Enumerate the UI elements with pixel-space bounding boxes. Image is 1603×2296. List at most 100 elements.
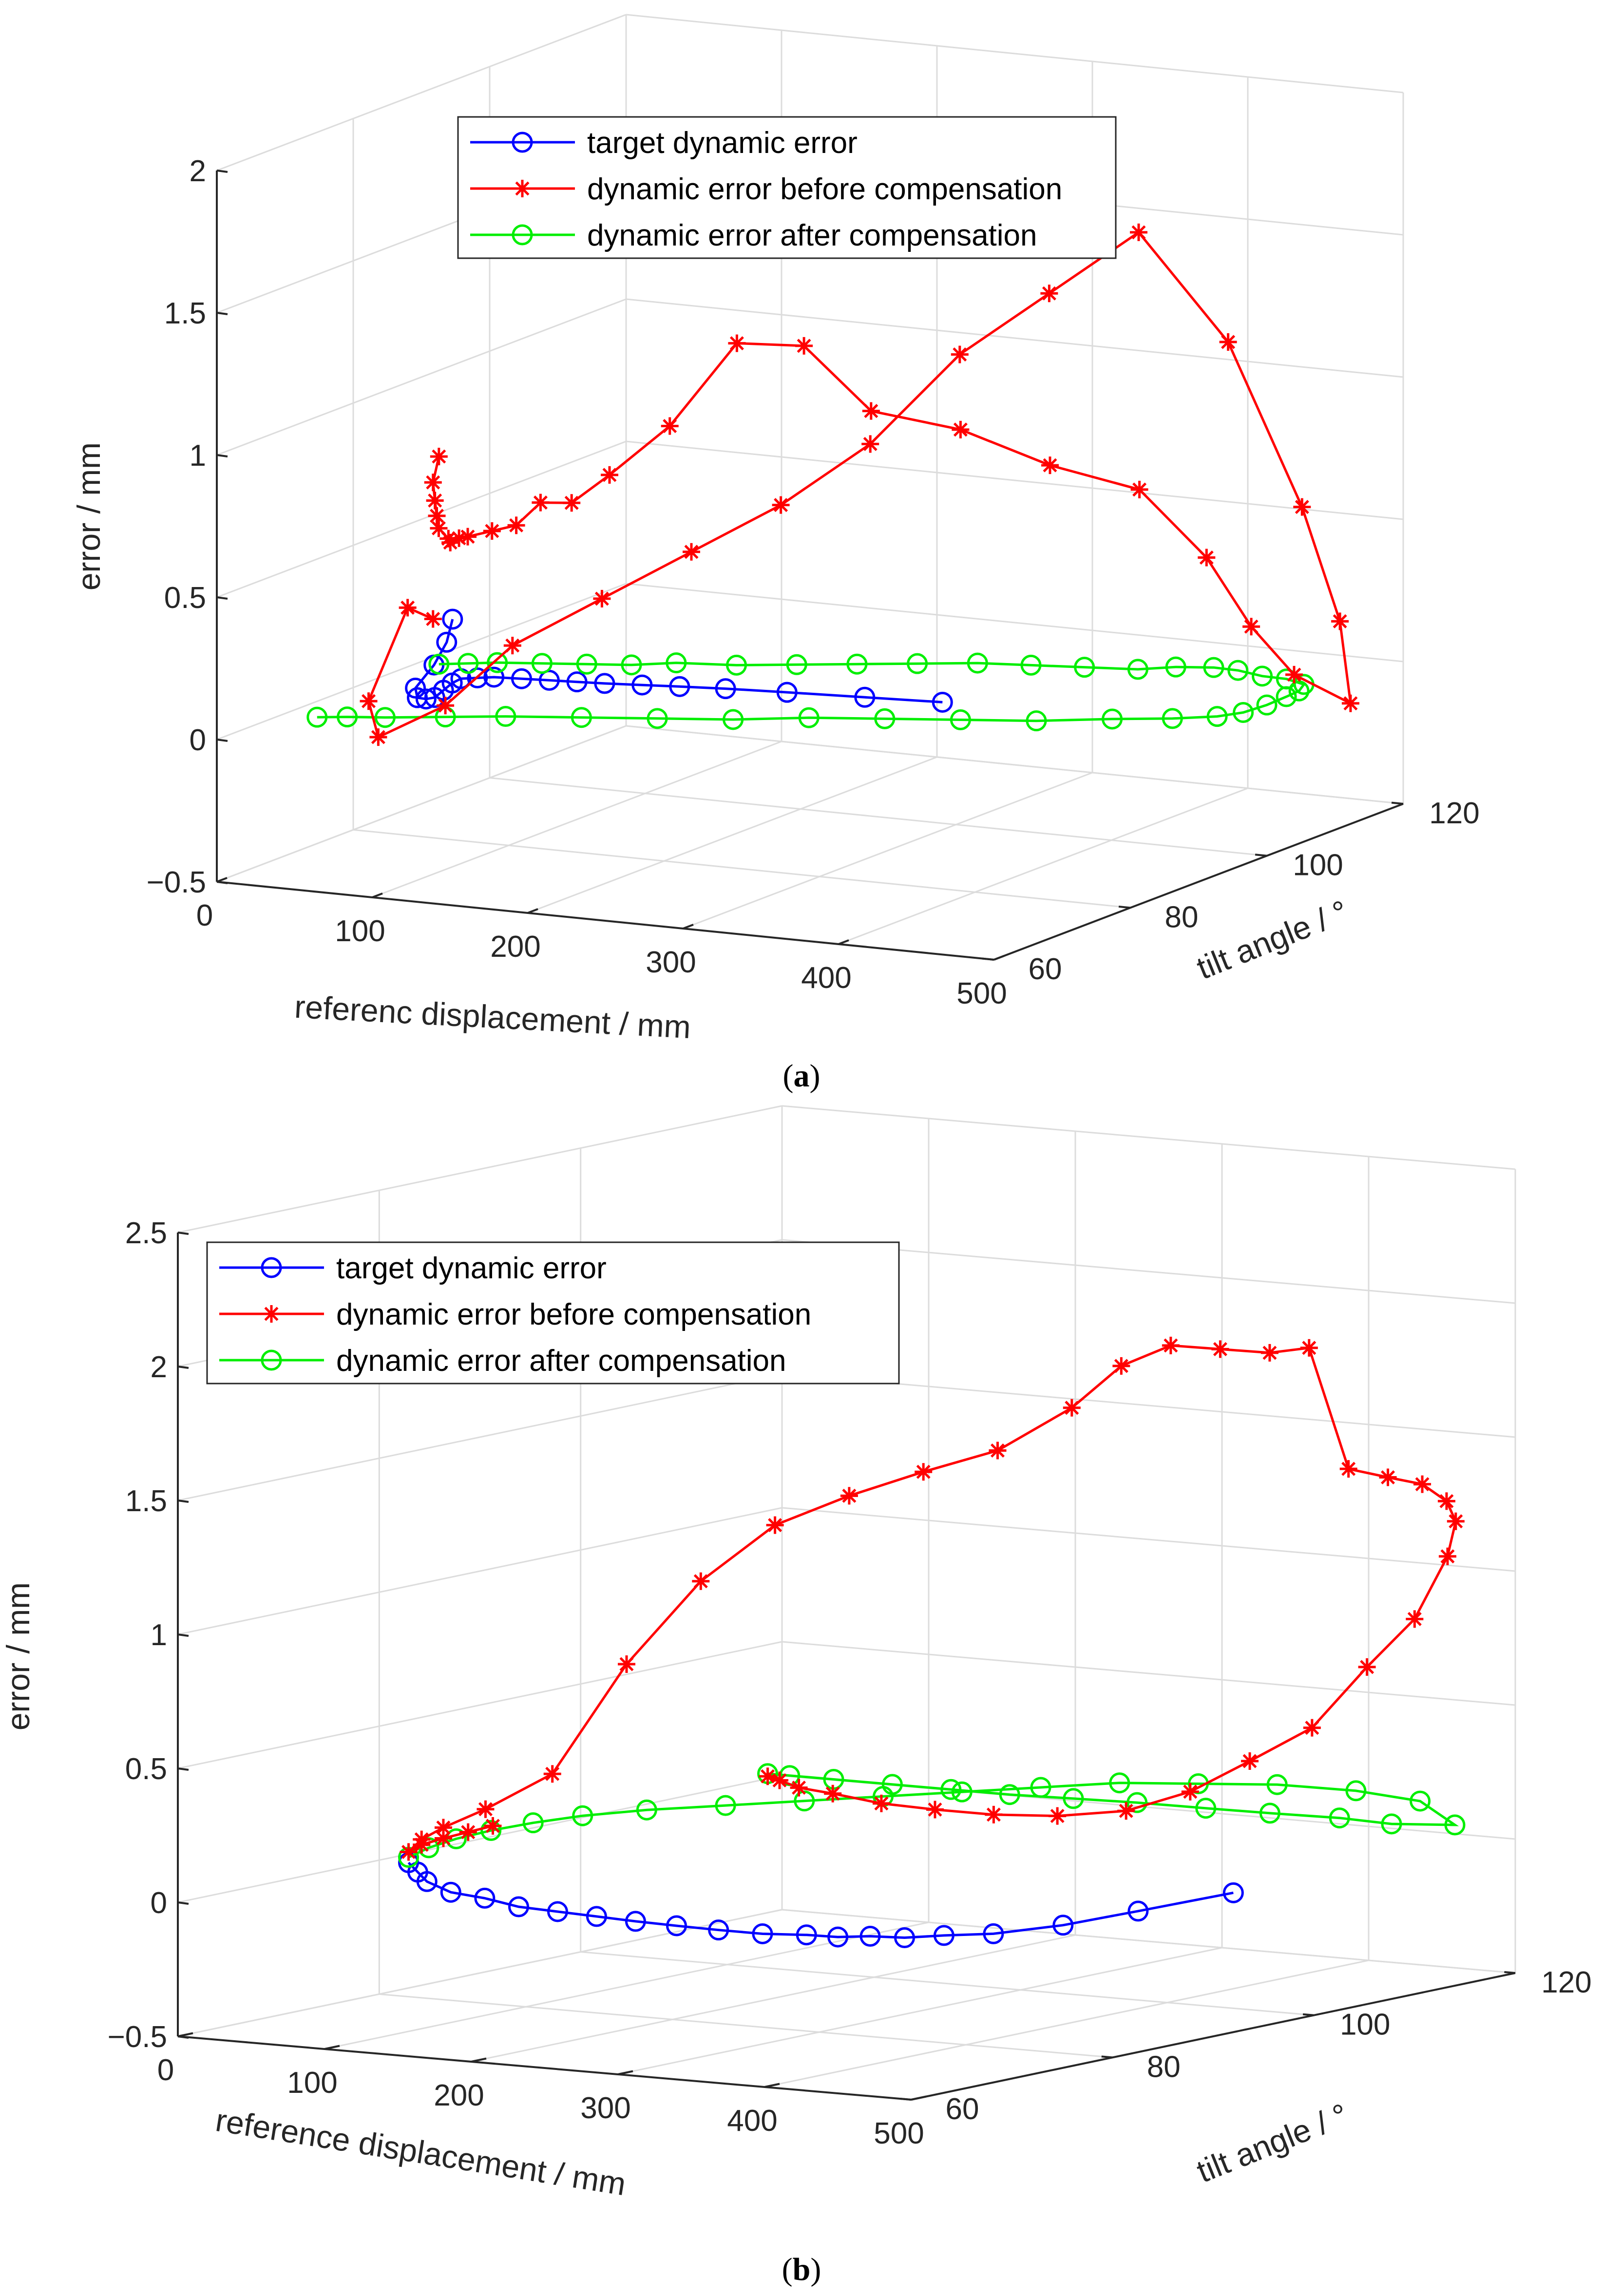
data-point-star	[430, 519, 448, 537]
data-point-star	[951, 345, 969, 363]
data-point-circle	[522, 1812, 544, 1834]
data-point-star	[413, 1830, 431, 1848]
z-tick-label: 0.5	[164, 581, 206, 615]
data-point-circle	[983, 1923, 1004, 1944]
data-point-star	[601, 466, 618, 484]
data-point-star	[1162, 1336, 1180, 1354]
data-point-star	[861, 435, 879, 453]
z-tick-mark	[216, 312, 228, 315]
data-point-star	[428, 507, 446, 525]
data-point-star	[1260, 1344, 1279, 1362]
grid-left-z	[177, 1105, 782, 1233]
y-tick-mark	[982, 957, 994, 961]
grid-back-z	[626, 583, 1404, 663]
grid-left-z	[177, 1641, 782, 1769]
data-point-star	[985, 1805, 1003, 1823]
data-point-star	[424, 474, 442, 492]
data-point-circle	[1252, 665, 1273, 687]
data-point-circle	[483, 666, 505, 688]
data-point-star	[434, 1819, 452, 1837]
data-point-star	[766, 1516, 784, 1534]
data-point-star	[952, 420, 970, 438]
data-point-star	[1242, 618, 1260, 636]
z-tick-label: 2	[151, 1350, 167, 1384]
grid-floor-y	[353, 829, 1131, 909]
data-point-star	[1241, 1752, 1259, 1770]
data-point-circle	[1410, 1790, 1431, 1812]
grid-left-z	[216, 725, 627, 883]
data-point-circle	[1063, 1788, 1084, 1809]
data-point-circle	[796, 1924, 817, 1946]
caption-open-paren: (	[783, 1058, 794, 1094]
x-tick-mark	[527, 908, 538, 914]
grid-floor-x	[764, 1959, 1369, 2088]
data-point-circle	[940, 1779, 962, 1800]
data-point-circle	[827, 1926, 849, 1948]
data-point-star	[1211, 1340, 1229, 1358]
z-axis-label: error / mm	[0, 1582, 36, 1730]
x-tick-mark	[764, 2083, 780, 2088]
y-tick-label: 120	[1541, 1966, 1591, 1999]
data-point-circle	[511, 668, 532, 689]
data-point-star	[795, 337, 813, 355]
data-point-star	[1379, 1468, 1397, 1486]
data-point-star	[593, 589, 611, 607]
data-point-circle	[859, 1926, 881, 1947]
grid-back-z	[782, 1373, 1516, 1438]
data-point-star	[840, 1487, 858, 1505]
grid-back-z	[626, 14, 1404, 94]
legend-label: target dynamic error	[587, 126, 858, 160]
data-point-circle	[1206, 706, 1228, 727]
data-point-star	[1293, 498, 1311, 516]
data-point-star	[450, 529, 468, 547]
grid-back-z	[626, 298, 1404, 378]
grid-floor-x	[617, 1947, 1222, 2075]
data-point-star	[1063, 1399, 1081, 1417]
data-point-circle	[1127, 1900, 1149, 1922]
data-point-star	[728, 334, 746, 352]
data-point-circle	[874, 708, 896, 729]
z-tick-label: 1	[190, 439, 206, 473]
data-point-circle	[621, 654, 642, 676]
data-point-star	[441, 533, 459, 551]
data-point-circle	[1102, 708, 1123, 730]
data-point-circle	[1329, 1807, 1350, 1829]
legend-marker-star	[514, 180, 531, 197]
data-point-circle	[1074, 657, 1095, 678]
data-point-circle	[715, 1795, 736, 1816]
data-point-circle	[306, 706, 328, 728]
x-tick-label: 400	[727, 2104, 777, 2138]
legend: target dynamic error dynamic error before…	[206, 1241, 900, 1385]
data-point-circle	[440, 1881, 461, 1903]
data-point-circle	[1444, 1814, 1466, 1836]
z-tick-label: 0.5	[125, 1752, 167, 1786]
data-point-circle	[1162, 708, 1183, 729]
grid-floor-x	[527, 756, 937, 914]
x-tick-mark	[993, 955, 1005, 961]
data-point-circle	[576, 653, 597, 675]
data-point-star	[1447, 1512, 1465, 1530]
z-tick-label: 0	[190, 723, 206, 757]
z-tick-mark	[177, 1232, 189, 1235]
z-tick-mark	[177, 1633, 189, 1637]
data-point-star	[790, 1779, 808, 1797]
z-tick-mark	[216, 739, 228, 742]
data-point-circle	[538, 669, 560, 691]
x-tick-mark	[324, 2045, 340, 2050]
data-point-star	[434, 1829, 452, 1847]
grid-left-z	[177, 1507, 782, 1635]
data-point-circle	[636, 1799, 657, 1821]
data-point-star	[862, 402, 880, 420]
data-point-star	[1437, 1492, 1455, 1510]
legend-marker-circle	[512, 224, 533, 246]
data-point-star	[369, 728, 387, 746]
data-point-star	[1130, 223, 1147, 241]
series-before-compensation	[360, 223, 1359, 746]
grid-back-z	[782, 1909, 1516, 1974]
data-point-star	[483, 522, 501, 540]
y-tick-mark	[1504, 1971, 1516, 1974]
data-point-star	[872, 1794, 890, 1812]
data-point-star	[426, 492, 444, 510]
caption-close-paren: )	[810, 2252, 821, 2287]
